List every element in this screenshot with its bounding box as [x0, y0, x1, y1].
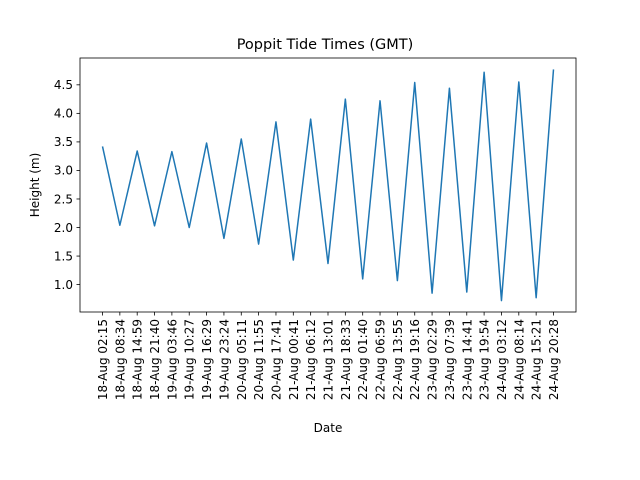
x-tick-label: 21-Aug 13:01 — [322, 319, 336, 400]
series-line-tide-height — [101, 69, 555, 302]
x-tick-label: 22-Aug 01:40 — [356, 319, 370, 400]
y-tick-label: 4.0 — [54, 107, 73, 121]
x-tick-label: 18-Aug 08:34 — [113, 319, 127, 400]
y-tick-label: 1.0 — [54, 278, 73, 292]
x-axis-label: Date — [314, 421, 343, 435]
x-tick-label: 24-Aug 03:12 — [495, 319, 509, 400]
x-tick-label: 23-Aug 19:54 — [478, 319, 492, 400]
x-tick-label: 19-Aug 03:46 — [165, 319, 179, 400]
y-tick-label: 2.5 — [54, 192, 73, 206]
x-tick-label: 24-Aug 15:21 — [530, 319, 544, 400]
x-tick-label: 21-Aug 06:12 — [304, 319, 318, 400]
x-axis-ticks: 18-Aug 02:15 18-Aug 08:34 18-Aug 14:59 18-A… — [96, 312, 561, 400]
x-tick-label: 21-Aug 18:33 — [339, 319, 353, 400]
x-tick-label: 20-Aug 11:55 — [252, 319, 266, 400]
x-tick-label: 22-Aug 19:16 — [408, 319, 422, 400]
x-tick-label: 20-Aug 17:41 — [269, 319, 283, 400]
x-tick-label: 18-Aug 14:59 — [131, 319, 145, 400]
x-tick-label: 24-Aug 08:14 — [512, 319, 526, 400]
x-tick-label: 19-Aug 23:24 — [217, 319, 231, 400]
plot-frame — [79, 57, 577, 313]
y-tick-label: 3.5 — [54, 135, 73, 149]
y-axis-ticks: 1.0 1.5 2.0 2.5 3.0 3.5 4.0 4.5 — [54, 78, 80, 292]
x-tick-label: 18-Aug 02:15 — [96, 319, 110, 400]
x-tick-label: 20-Aug 05:11 — [235, 319, 249, 400]
x-tick-label: 22-Aug 06:59 — [374, 319, 388, 400]
x-tick-label: 24-Aug 20:28 — [547, 319, 561, 400]
x-tick-label: 23-Aug 07:39 — [443, 319, 457, 400]
y-tick-label: 1.5 — [54, 249, 73, 263]
y-tick-label: 3.0 — [54, 164, 73, 178]
x-tick-label: 18-Aug 21:40 — [148, 319, 162, 400]
y-axis-label: Height (m) — [28, 153, 42, 218]
x-tick-label: 23-Aug 14:41 — [460, 319, 474, 400]
x-tick-label: 22-Aug 13:55 — [391, 319, 405, 400]
y-tick-label: 2.0 — [54, 221, 73, 235]
y-tick-label: 4.5 — [54, 78, 73, 92]
x-tick-label: 19-Aug 16:29 — [200, 319, 214, 400]
x-tick-label: 21-Aug 00:41 — [287, 319, 301, 400]
x-tick-label: 19-Aug 10:27 — [183, 319, 197, 400]
x-tick-label: 23-Aug 02:29 — [426, 319, 440, 400]
chart-title: Poppit Tide Times (GMT) — [237, 37, 414, 53]
